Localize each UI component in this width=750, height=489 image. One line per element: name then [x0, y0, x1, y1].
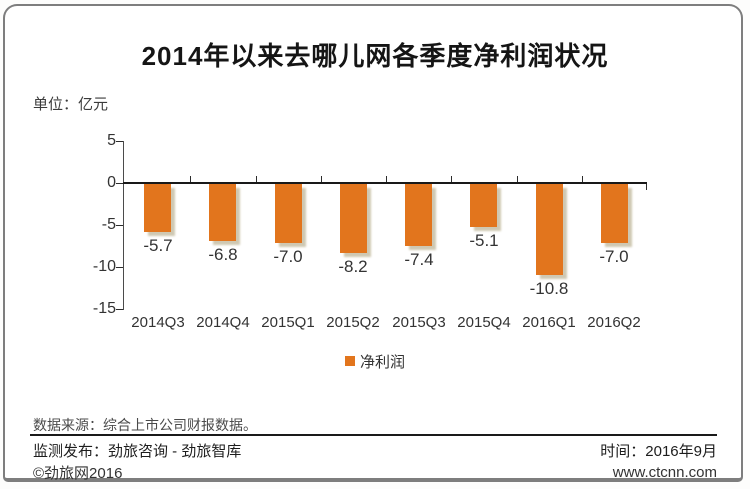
chart-title: 2014年以来去哪儿网各季度净利润状况: [141, 41, 609, 71]
x-axis-tick-mark: [386, 176, 387, 182]
y-axis-tick-mark: [116, 267, 123, 268]
legend-label: 净利润: [359, 353, 405, 371]
copyright-row: ©劲旅网2016 www.ctcnn.com: [33, 463, 717, 482]
bar-2016Q1: [536, 184, 563, 275]
bar-2015Q1: [275, 184, 302, 243]
y-axis-tick-label: -10: [92, 258, 116, 275]
bar-value-label: -8.2: [338, 257, 368, 276]
x-axis-tick-mark: [321, 176, 322, 182]
chart-legend: 净利润: [0, 352, 750, 371]
bar-value-label: -7.0: [273, 247, 303, 266]
y-axis-tick-label: 0: [107, 174, 116, 191]
x-axis-label: 2015Q2: [326, 314, 380, 331]
x-axis-tick-mark: [256, 176, 257, 182]
publisher-row: 监测发布：劲旅咨询 - 劲旅智库 时间：2016年9月: [33, 441, 717, 460]
y-axis-tick-mark: [116, 141, 123, 142]
bar-value-label: -5.1: [469, 231, 499, 250]
x-axis-label: 2015Q3: [392, 314, 446, 331]
report-time: 时间：2016年9月: [600, 442, 717, 460]
report-card-border: [3, 4, 743, 482]
x-axis-label: 2014Q3: [131, 314, 185, 331]
y-axis-tick-label: -15: [92, 300, 116, 317]
y-axis-tick-label: -5: [101, 216, 116, 233]
x-axis-end-tick-mark: [646, 184, 647, 190]
x-axis-label: 2016Q2: [587, 314, 641, 331]
x-axis-label: 2016Q1: [522, 314, 576, 331]
bar-value-label: -5.7: [143, 236, 173, 255]
bar-2015Q3: [405, 184, 432, 246]
data-source-note: 数据来源：综合上市公司财报数据。: [33, 417, 257, 433]
bar-value-label: -10.8: [529, 279, 569, 298]
bar-2016Q2: [601, 184, 628, 243]
footer-divider: [30, 434, 717, 436]
bar-value-label: -7.4: [404, 250, 434, 269]
bar-2015Q4: [470, 184, 497, 227]
unit-label: 单位：亿元: [33, 96, 109, 113]
bar-2015Q2: [340, 184, 367, 253]
x-axis-tick-mark: [517, 176, 518, 182]
x-axis-label: 2015Q1: [261, 314, 315, 331]
y-axis-tick-mark: [116, 309, 123, 310]
x-axis-tick-mark: [190, 176, 191, 182]
copyright-label: ©劲旅网2016: [33, 464, 123, 482]
y-axis-line: [123, 141, 124, 310]
x-axis-zero-line: [123, 182, 647, 184]
bar-value-label: -7.0: [599, 247, 629, 266]
bar-value-label: -6.8: [208, 245, 238, 264]
y-axis-tick-mark: [116, 183, 123, 184]
x-axis-label: 2014Q4: [196, 314, 250, 331]
x-axis-label: 2015Q4: [457, 314, 511, 331]
bar-2014Q3: [144, 184, 171, 232]
x-axis-tick-mark: [582, 176, 583, 182]
x-axis-tick-mark: [451, 176, 452, 182]
website-text: www.ctcnn.com: [612, 463, 717, 481]
publisher-label: 监测发布：劲旅咨询 - 劲旅智库: [33, 442, 242, 460]
y-axis-tick-mark: [116, 225, 123, 226]
y-axis-tick-label: 5: [107, 132, 116, 149]
bar-2014Q4: [209, 184, 236, 241]
legend-swatch-icon: [344, 356, 355, 366]
